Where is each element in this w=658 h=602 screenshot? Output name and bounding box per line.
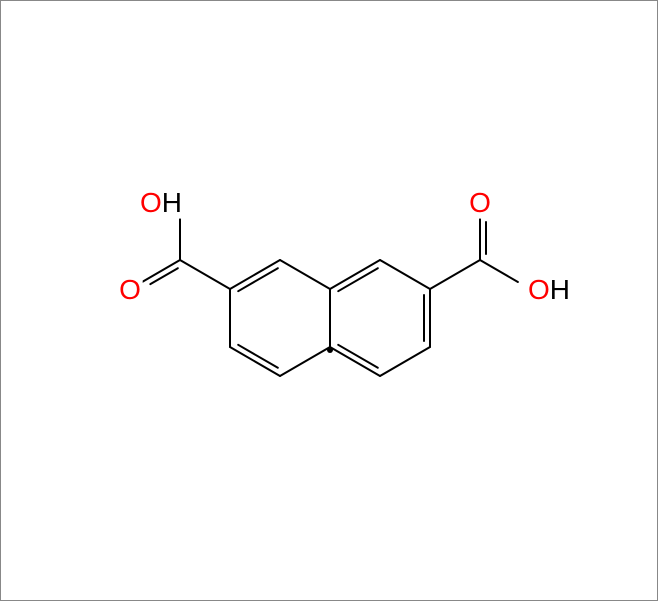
atom-label-o21: O [469, 187, 491, 218]
atom-label-o11: OH [140, 187, 182, 218]
atom-label-o22: OH [528, 274, 570, 305]
atom-label-o12: O [119, 274, 141, 305]
molecule-canvas: OH O O OH [0, 0, 658, 601]
molecule-svg: OH O O OH [1, 1, 658, 602]
